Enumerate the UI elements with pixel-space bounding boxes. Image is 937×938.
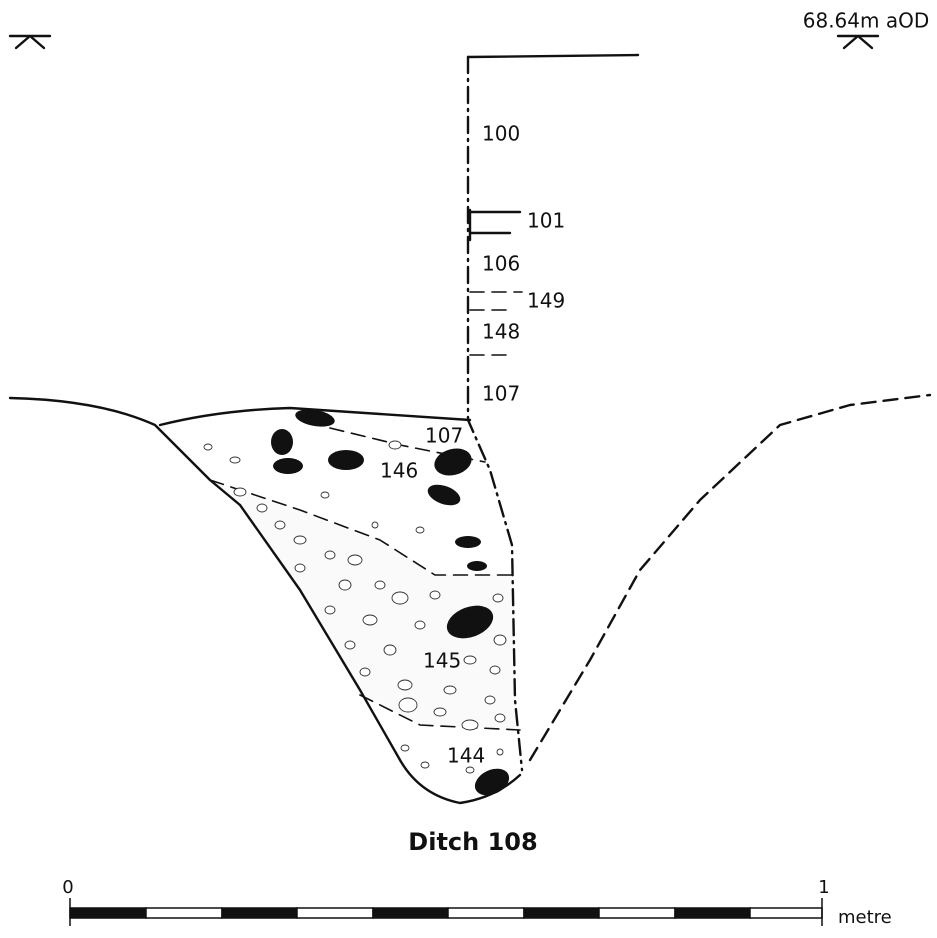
layer-label: 144 [447,744,485,768]
scale-label: 0 [62,877,73,898]
datum-right [836,34,880,50]
title: Ditch 108 [408,828,537,856]
layer-label: 106 [482,252,520,276]
layer-label: 101 [527,209,565,233]
projected-cut [528,393,932,762]
layer-label: 149 [527,289,565,313]
layer-label: 146 [380,459,418,483]
pebbles [203,440,507,774]
stones [271,409,510,796]
layer-label: 107 [425,424,463,448]
datum-label: 68.64m aOD [803,9,930,33]
fill-surface [158,406,472,427]
layer-label: 148 [482,320,520,344]
interface [359,694,521,731]
layer-label: 107 [482,382,520,406]
section-line [466,55,524,772]
layer-label: 145 [423,649,461,673]
scale-label: 1 [818,877,829,898]
scale-bar [69,898,823,926]
fills [210,480,520,730]
interface [209,479,513,576]
scale-unit: metre [838,907,892,928]
datum-left [8,34,52,50]
ditch-cut [8,396,522,805]
layer-label: 100 [482,122,520,146]
fill-145-area [210,480,520,730]
ground-surface [466,53,640,59]
